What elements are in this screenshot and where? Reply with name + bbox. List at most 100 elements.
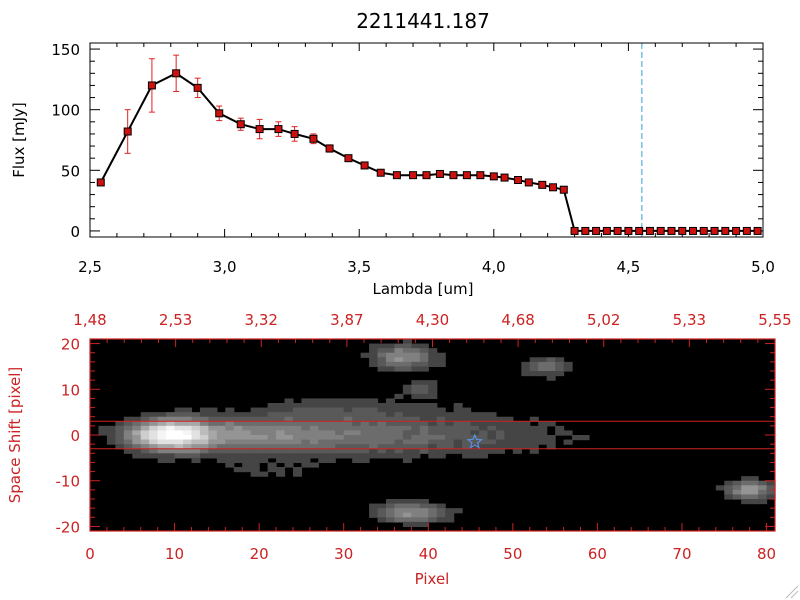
heat-cell — [276, 421, 286, 427]
heat-cell — [233, 453, 243, 459]
heat-cell — [546, 439, 556, 445]
heat-cell — [183, 444, 193, 450]
heat-cell — [411, 439, 421, 445]
y-tick-label: 0 — [70, 223, 80, 241]
image-x-tick-label: 0 — [85, 545, 95, 563]
heat-cell — [174, 430, 184, 436]
heat-cell — [436, 412, 446, 418]
heat-cell — [495, 444, 505, 450]
heat-cell — [394, 444, 404, 450]
heat-cell — [385, 366, 396, 372]
x-tick-label: 4,0 — [482, 258, 506, 276]
heat-cell — [140, 425, 150, 432]
heat-cell — [377, 407, 387, 413]
heat-cell — [191, 448, 201, 454]
resize-grip-icon[interactable] — [785, 585, 799, 599]
heat-cell — [149, 425, 159, 432]
heat-cell — [402, 361, 412, 368]
heat-cell — [276, 444, 286, 450]
heat-cell — [436, 421, 446, 427]
heat-cell — [436, 444, 446, 450]
heat-cell — [140, 444, 150, 450]
heat-cell — [495, 430, 505, 436]
heat-cell — [191, 425, 201, 432]
heat-cell — [529, 366, 539, 372]
heat-cell — [766, 489, 776, 496]
heat-cell — [276, 416, 286, 422]
heat-cell — [191, 412, 201, 418]
x-tick-label: 5,0 — [751, 258, 775, 276]
heat-cell — [123, 439, 133, 445]
heat-cell — [419, 389, 429, 395]
heat-cell — [326, 403, 336, 409]
heat-cell — [445, 517, 455, 523]
heat-cell — [546, 435, 556, 441]
heat-cell — [166, 421, 176, 427]
heat-cell — [529, 361, 539, 368]
heat-cell — [276, 457, 286, 464]
heat-cell — [309, 398, 319, 404]
heat-cell — [411, 521, 421, 528]
heat-cell — [377, 403, 387, 409]
heat-cell — [216, 416, 226, 422]
heat-cell — [385, 444, 396, 450]
heat-cell — [335, 439, 345, 445]
image-top-tick-label: 4,68 — [501, 311, 534, 329]
heat-cell — [335, 444, 345, 450]
heat-cell — [216, 435, 226, 441]
heat-cell — [123, 425, 133, 432]
heat-cell — [335, 398, 345, 404]
heat-cell — [529, 371, 539, 377]
heat-cell — [301, 457, 311, 464]
heat-cell — [98, 430, 108, 436]
heat-cell — [199, 412, 209, 418]
heat-cell — [732, 489, 742, 496]
heat-cell — [360, 453, 370, 459]
heat-cell — [174, 412, 184, 418]
heat-cell — [132, 444, 142, 450]
heat-cell — [428, 352, 438, 358]
heat-cell — [166, 448, 176, 454]
heat-cell — [402, 448, 412, 454]
heat-cell — [487, 435, 497, 441]
heat-cell — [183, 448, 193, 454]
heat-cell — [284, 453, 294, 459]
heat-cell — [318, 439, 328, 445]
heat-cell — [411, 393, 421, 400]
heat-cell — [428, 407, 438, 413]
heat-cell — [377, 439, 387, 445]
heat-cell — [284, 407, 294, 413]
heat-cell — [166, 416, 176, 422]
heat-cell — [343, 453, 353, 459]
spectrum-x-label: Lambda [um] — [373, 280, 474, 298]
heat-cell — [495, 416, 505, 422]
heat-cell — [259, 435, 269, 441]
heat-cell — [402, 352, 412, 358]
heat-cell — [487, 448, 497, 454]
heat-cell — [174, 407, 184, 413]
heat-cell — [276, 425, 286, 432]
heat-cell — [183, 421, 193, 427]
heat-cell — [318, 412, 328, 418]
heat-cell — [335, 430, 345, 436]
heat-cell — [335, 453, 345, 459]
heat-cell — [538, 435, 548, 441]
heat-cell — [521, 435, 531, 441]
heat-cell — [199, 444, 209, 450]
heat-cell — [343, 416, 353, 422]
heat-cell — [546, 357, 556, 363]
heat-cell — [242, 453, 252, 459]
heat-cell — [411, 517, 421, 523]
heat-cell — [123, 435, 133, 441]
heat-cell — [462, 453, 472, 459]
data-point — [656, 226, 665, 235]
heat-cell — [149, 416, 159, 422]
heat-cell — [385, 425, 396, 432]
heat-cell — [495, 448, 505, 454]
heat-cell — [546, 444, 556, 450]
heat-cell — [436, 453, 446, 459]
heat-cell — [428, 453, 438, 459]
heat-cell — [377, 361, 387, 368]
heat-cell — [326, 435, 336, 441]
